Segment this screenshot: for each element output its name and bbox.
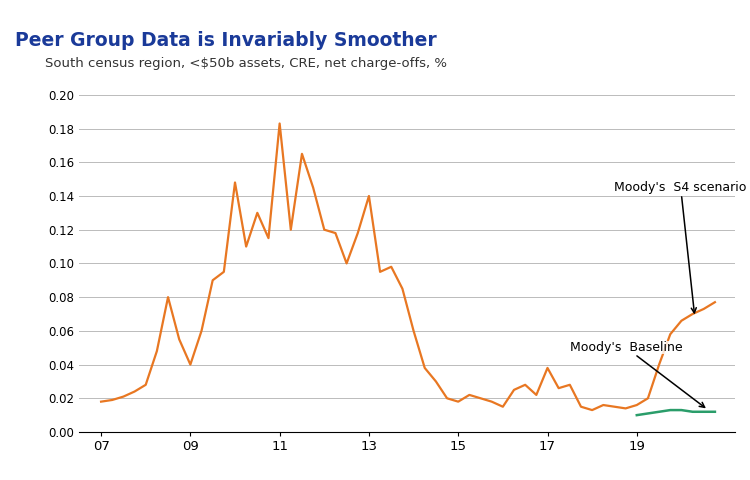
Text: South census region, <$50b assets, CRE, net charge-offs, %: South census region, <$50b assets, CRE, …	[45, 57, 447, 70]
Text: Moody's  Baseline: Moody's Baseline	[570, 341, 705, 408]
Text: Peer Group Data is Invariably Smoother: Peer Group Data is Invariably Smoother	[15, 31, 436, 50]
Text: Moody's  S4 scenario: Moody's S4 scenario	[614, 181, 747, 313]
